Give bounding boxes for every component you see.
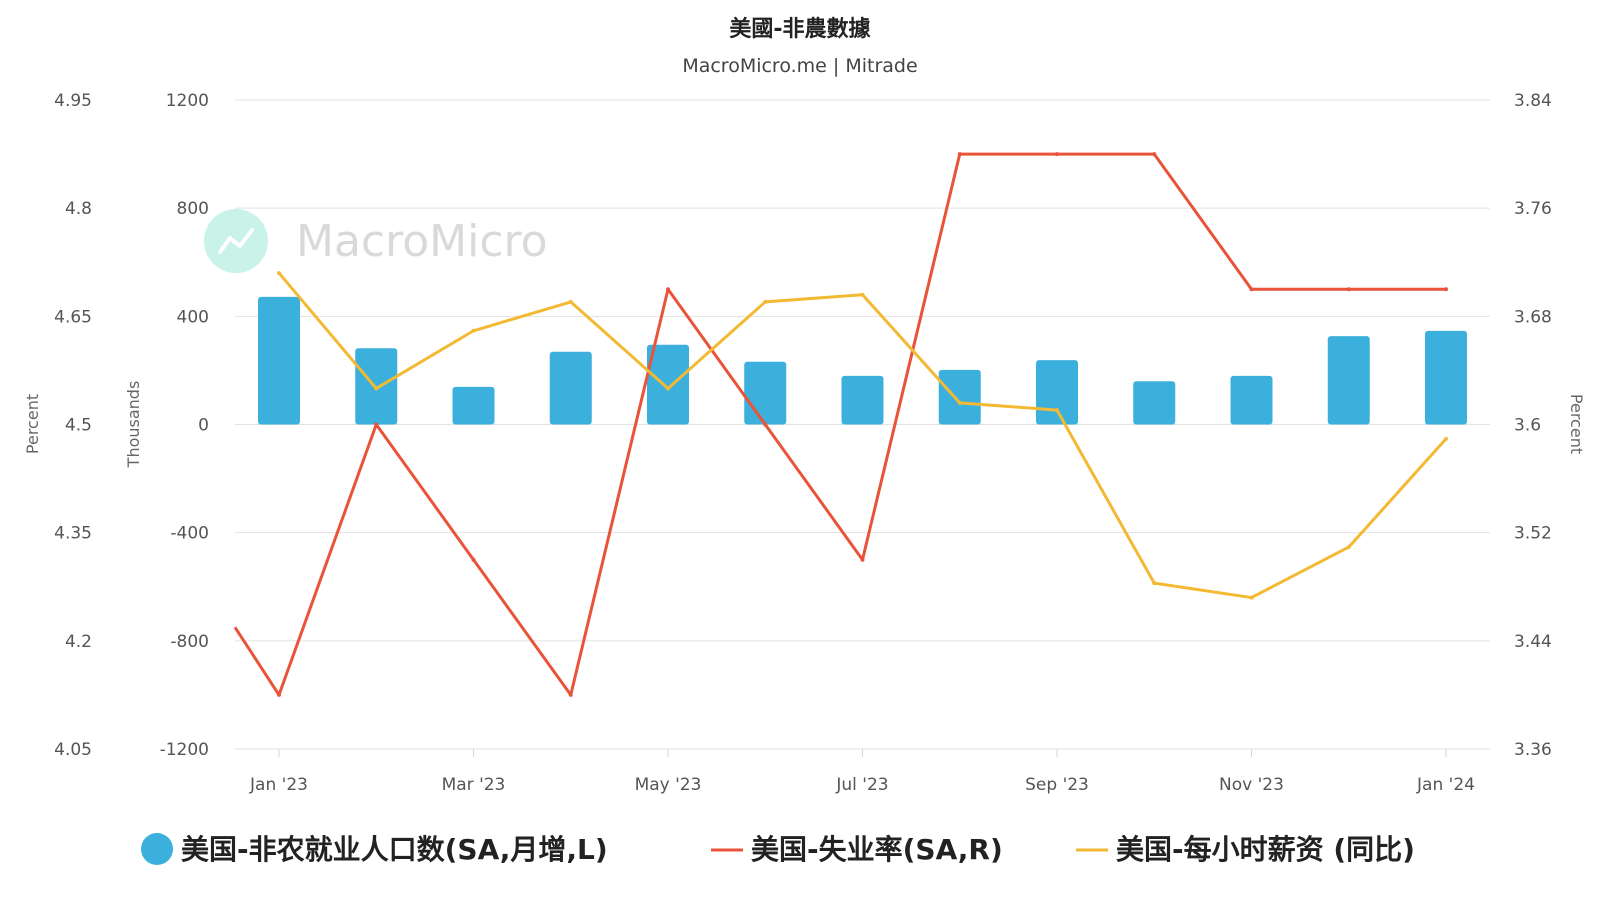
bar	[258, 296, 300, 425]
bar	[1133, 381, 1176, 425]
left-inner-tick-label: -800	[170, 632, 209, 652]
x-tick-label: Sep '23	[1025, 775, 1089, 795]
left-inner-axis-ticks: 1200 800 400 0 -400 -800 -1200	[160, 91, 209, 760]
left-outer-tick-label: 4.8	[65, 199, 92, 219]
chart-title: 美國-非農數據	[729, 16, 871, 42]
unemployment-point	[1346, 287, 1351, 292]
wages-point	[1444, 436, 1448, 441]
right-tick-label: 3.84	[1514, 91, 1552, 111]
chart-subtitle: MacroMicro.me | Mitrade	[682, 55, 917, 77]
wages-point	[1152, 581, 1157, 586]
left-outer-tick-label: 4.05	[54, 740, 92, 760]
right-axis-title: Percent	[1567, 394, 1586, 454]
left-inner-tick-label: 800	[177, 199, 209, 219]
bar	[1036, 360, 1078, 425]
x-tick-label: Nov '23	[1219, 775, 1284, 795]
legend-marker-payrolls	[141, 833, 173, 865]
right-tick-label: 3.44	[1514, 632, 1552, 652]
left-outer-axis-ticks: 4.95 4.8 4.65 4.5 4.35 4.2 4.05	[54, 91, 92, 760]
wages-line	[277, 272, 1448, 600]
legend-label-unemployment: 美国-失业率(SA,R)	[751, 833, 1003, 866]
unemployment-point	[763, 422, 768, 427]
wages-point	[666, 386, 670, 391]
unemployment-point	[1249, 287, 1254, 292]
wages-point	[1346, 545, 1351, 550]
wages-point	[860, 292, 865, 297]
right-tick-label: 3.52	[1514, 524, 1552, 544]
right-tick-label: 3.36	[1514, 740, 1552, 760]
bar	[647, 344, 689, 425]
legend: 美国-非农就业人口数(SA,月增,L) 美国-失业率(SA,R) 美国-每小时薪…	[141, 833, 1415, 866]
bar	[1425, 330, 1467, 425]
bar	[452, 386, 495, 425]
unemployment-line	[233, 152, 1446, 697]
line-series	[233, 152, 1448, 697]
right-tick-label: 3.6	[1514, 416, 1541, 436]
left-inner-axis-title: Thousands	[124, 381, 143, 469]
x-axis-ticks: Jan '23 Mar '23 May '23 Jul '23 Sep '23 Nov '…	[249, 749, 1475, 795]
unemployment-point	[374, 422, 379, 427]
left-outer-tick-label: 4.95	[54, 91, 92, 111]
x-tick-label: Jul '23	[835, 775, 888, 795]
grid-lines	[235, 99, 1490, 750]
bar	[1327, 336, 1370, 425]
x-tick-label: May '23	[635, 775, 702, 795]
unemployment-point	[957, 152, 962, 157]
wages-point	[568, 299, 573, 304]
unemployment-point	[1152, 152, 1157, 157]
left-outer-tick-label: 4.5	[65, 416, 92, 436]
unemployment-point	[860, 557, 865, 562]
left-outer-tick-label: 4.65	[54, 307, 92, 327]
left-inner-tick-label: -1200	[160, 740, 209, 760]
x-tick-label: Jan '24	[1416, 775, 1475, 795]
wages-point	[1055, 408, 1059, 413]
wages-point	[374, 386, 379, 391]
unemployment-point	[1055, 152, 1059, 157]
unemployment-point	[568, 692, 573, 697]
left-inner-tick-label: 1200	[166, 91, 209, 111]
wages-point	[957, 400, 962, 405]
watermark-logo-line	[218, 228, 254, 254]
bar	[549, 351, 592, 425]
bar-series	[258, 296, 1467, 425]
left-outer-tick-label: 4.2	[65, 632, 92, 652]
bar	[938, 369, 981, 425]
bar	[841, 375, 884, 425]
wages-point	[1249, 595, 1254, 600]
legend-label-wages: 美国-每小时薪资 (同比)	[1116, 833, 1415, 866]
watermark: MacroMicro	[204, 209, 548, 273]
left-outer-tick-label: 4.35	[54, 524, 92, 544]
unemployment-point	[1444, 287, 1448, 292]
left-inner-tick-label: -400	[170, 524, 209, 544]
bar	[744, 361, 787, 425]
right-tick-label: 3.76	[1514, 199, 1552, 219]
right-tick-label: 3.68	[1514, 307, 1552, 327]
legend-item-payrolls[interactable]: 美国-非农就业人口数(SA,月增,L)	[141, 833, 608, 866]
left-outer-axis-title: Percent	[23, 394, 42, 454]
bar	[1230, 375, 1273, 425]
legend-label-payrolls: 美国-非农就业人口数(SA,月增,L)	[181, 833, 608, 866]
left-inner-tick-label: 400	[177, 307, 209, 327]
wages-point	[471, 328, 476, 333]
wages-point	[763, 299, 768, 304]
legend-item-wages[interactable]: 美国-每小时薪资 (同比)	[1076, 833, 1415, 866]
wages-point	[277, 271, 281, 276]
legend-item-unemployment[interactable]: 美国-失业率(SA,R)	[711, 833, 1003, 866]
unemployment-point	[277, 692, 281, 697]
unemployment-point	[471, 557, 476, 562]
x-tick-label: Jan '23	[249, 775, 308, 795]
right-axis-ticks: 3.84 3.76 3.68 3.6 3.52 3.44 3.36	[1514, 91, 1552, 760]
unemployment-point	[666, 287, 670, 292]
left-inner-tick-label: 0	[198, 416, 209, 436]
watermark-text: MacroMicro	[296, 216, 548, 267]
x-tick-label: Mar '23	[442, 775, 506, 795]
